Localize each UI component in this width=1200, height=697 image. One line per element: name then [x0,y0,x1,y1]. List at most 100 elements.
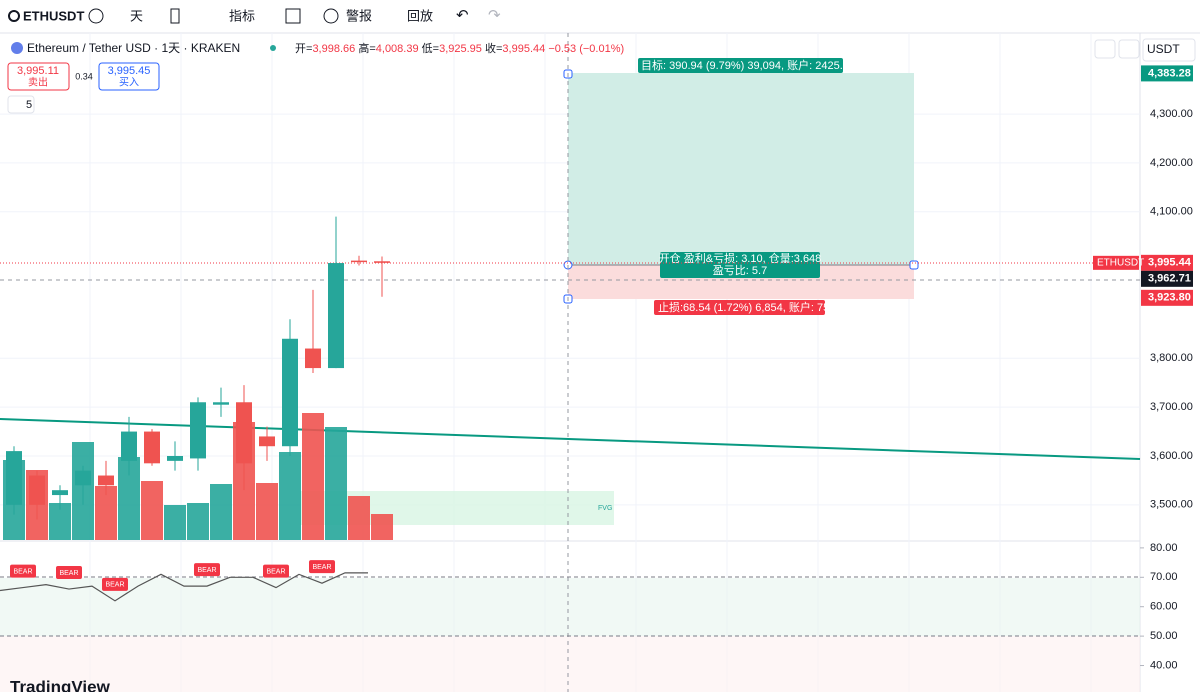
candle-body [374,261,390,263]
buy-price: 3,995.45 [108,65,151,77]
rsi-tick-label: 80.00 [1150,542,1178,554]
fvg-zone [300,491,614,525]
sell-button[interactable] [7,62,70,91]
indicators[interactable]: 指标 [229,8,255,23]
signal-label: BEAR [13,568,32,575]
price-tag [1141,254,1193,271]
rsi-tick-label: 40.00 [1150,659,1178,671]
scroll-button[interactable] [1094,39,1116,59]
volume-bar [371,514,393,540]
rsi-line [0,572,368,602]
alert[interactable]: 警报 [346,8,372,23]
volume-bar [95,486,117,540]
candle-body [236,402,252,464]
price-tag [1141,289,1193,306]
market-status [270,45,276,51]
candle-body [167,455,183,461]
candle-body [328,263,344,369]
handle[interactable] [909,260,919,270]
price-tag-label: 3,923.80 [1148,292,1191,304]
volume-bar [279,452,301,540]
price-tag [1141,270,1193,287]
alert-icon[interactable] [323,8,339,24]
layout-icon[interactable] [285,8,301,24]
add-symbol[interactable] [88,8,104,24]
symbol[interactable]: ETHUSDT [23,8,84,23]
target-badge [638,58,843,73]
candle-body [6,451,22,505]
candle-body [213,402,229,405]
price-tick-label: 4,300.00 [1150,108,1193,120]
interval[interactable]: 天 [130,8,143,23]
stop-text: 止损:68.54 (1.72%) 6,854, 账户: 750 [658,300,835,314]
fvg-label: FVG [598,505,612,512]
chart-type-icon[interactable] [170,8,180,24]
candle-body [305,348,321,369]
candle-body [75,470,91,486]
undo[interactable]: ↶ [456,7,469,24]
signal-label: BEAR [266,568,285,575]
stop-badge [654,300,825,315]
sell-label: 卖出 [28,76,48,89]
signal-label: BEAR [105,582,124,589]
rsi-band-low [0,636,1140,692]
open-label: 开= [295,43,312,55]
search-icon[interactable] [8,10,20,22]
price-tag-label: 4,383.28 [1148,67,1191,79]
legend-ohlc: 开=3,998.66 高=4,008.39 低=3,925.95 收=3,995… [295,41,624,55]
signal-label: BEAR [312,564,331,571]
candle-body [52,490,68,496]
signal-badge [194,563,220,577]
replay[interactable]: 回放 [407,8,433,23]
candle-body [190,402,206,459]
candle-body [351,260,367,263]
volume-bar [348,496,370,540]
volume-bar [187,503,209,540]
price-tick-label: 4,100.00 [1150,206,1193,218]
open-value: 3,998.66 [312,43,355,55]
rsi-tick-label: 60.00 [1150,601,1178,613]
price-tag-label: 3,995.44 [1148,257,1192,269]
volume-bar [164,505,186,540]
target-text: 目标: 390.94 (9.79%) 39,094, 账户: 2425.96 [641,58,855,72]
low-value: 3,925.95 [439,43,482,55]
signal-badge [263,564,289,578]
ratio-text: 盈亏比: 5.7 [713,264,767,277]
candle-body [144,431,160,464]
price-tick-label: 3,800.00 [1150,352,1193,364]
symbol-tag [1093,255,1139,270]
volume-bar [118,457,140,540]
candle-body [98,475,114,486]
close-label: 收= [485,41,502,55]
candle-body [121,431,137,461]
price-tag [1141,65,1193,82]
symbol-logo [11,42,23,54]
spread: 0.34 [75,71,93,81]
price-tick-label: 4,200.00 [1150,157,1193,169]
candle-body [29,475,45,505]
high-label: 高= [358,41,375,55]
currency[interactable]: USDT [1147,42,1180,56]
close-value: 3,995.44 [502,43,545,55]
candle-body [259,436,275,447]
rsi-tick-label: 50.00 [1150,630,1178,642]
sell-price: 3,995.11 [17,65,59,77]
fit-button[interactable] [1118,39,1140,59]
entry-badge [660,252,820,278]
redo[interactable]: ↷ [488,7,501,24]
buy-label: 买入 [119,77,139,89]
rsi-band [0,578,1140,636]
price-tag-label: 3,962.71 [1148,273,1191,285]
toolbar [0,0,1200,33]
high-value: 4,008.39 [376,43,419,55]
volume-bar [141,481,163,540]
signal-badge [10,564,36,578]
collapse-button[interactable] [7,95,35,114]
signal-badge [56,566,82,580]
change-value: −0.53 (−0.01%) [548,43,624,55]
signal-label: BEAR [197,567,216,574]
buy-button[interactable] [98,62,160,91]
rsi-tick-label: 70.00 [1150,571,1178,583]
signal-label: BEAR [59,570,78,577]
currency-button[interactable] [1142,38,1196,62]
